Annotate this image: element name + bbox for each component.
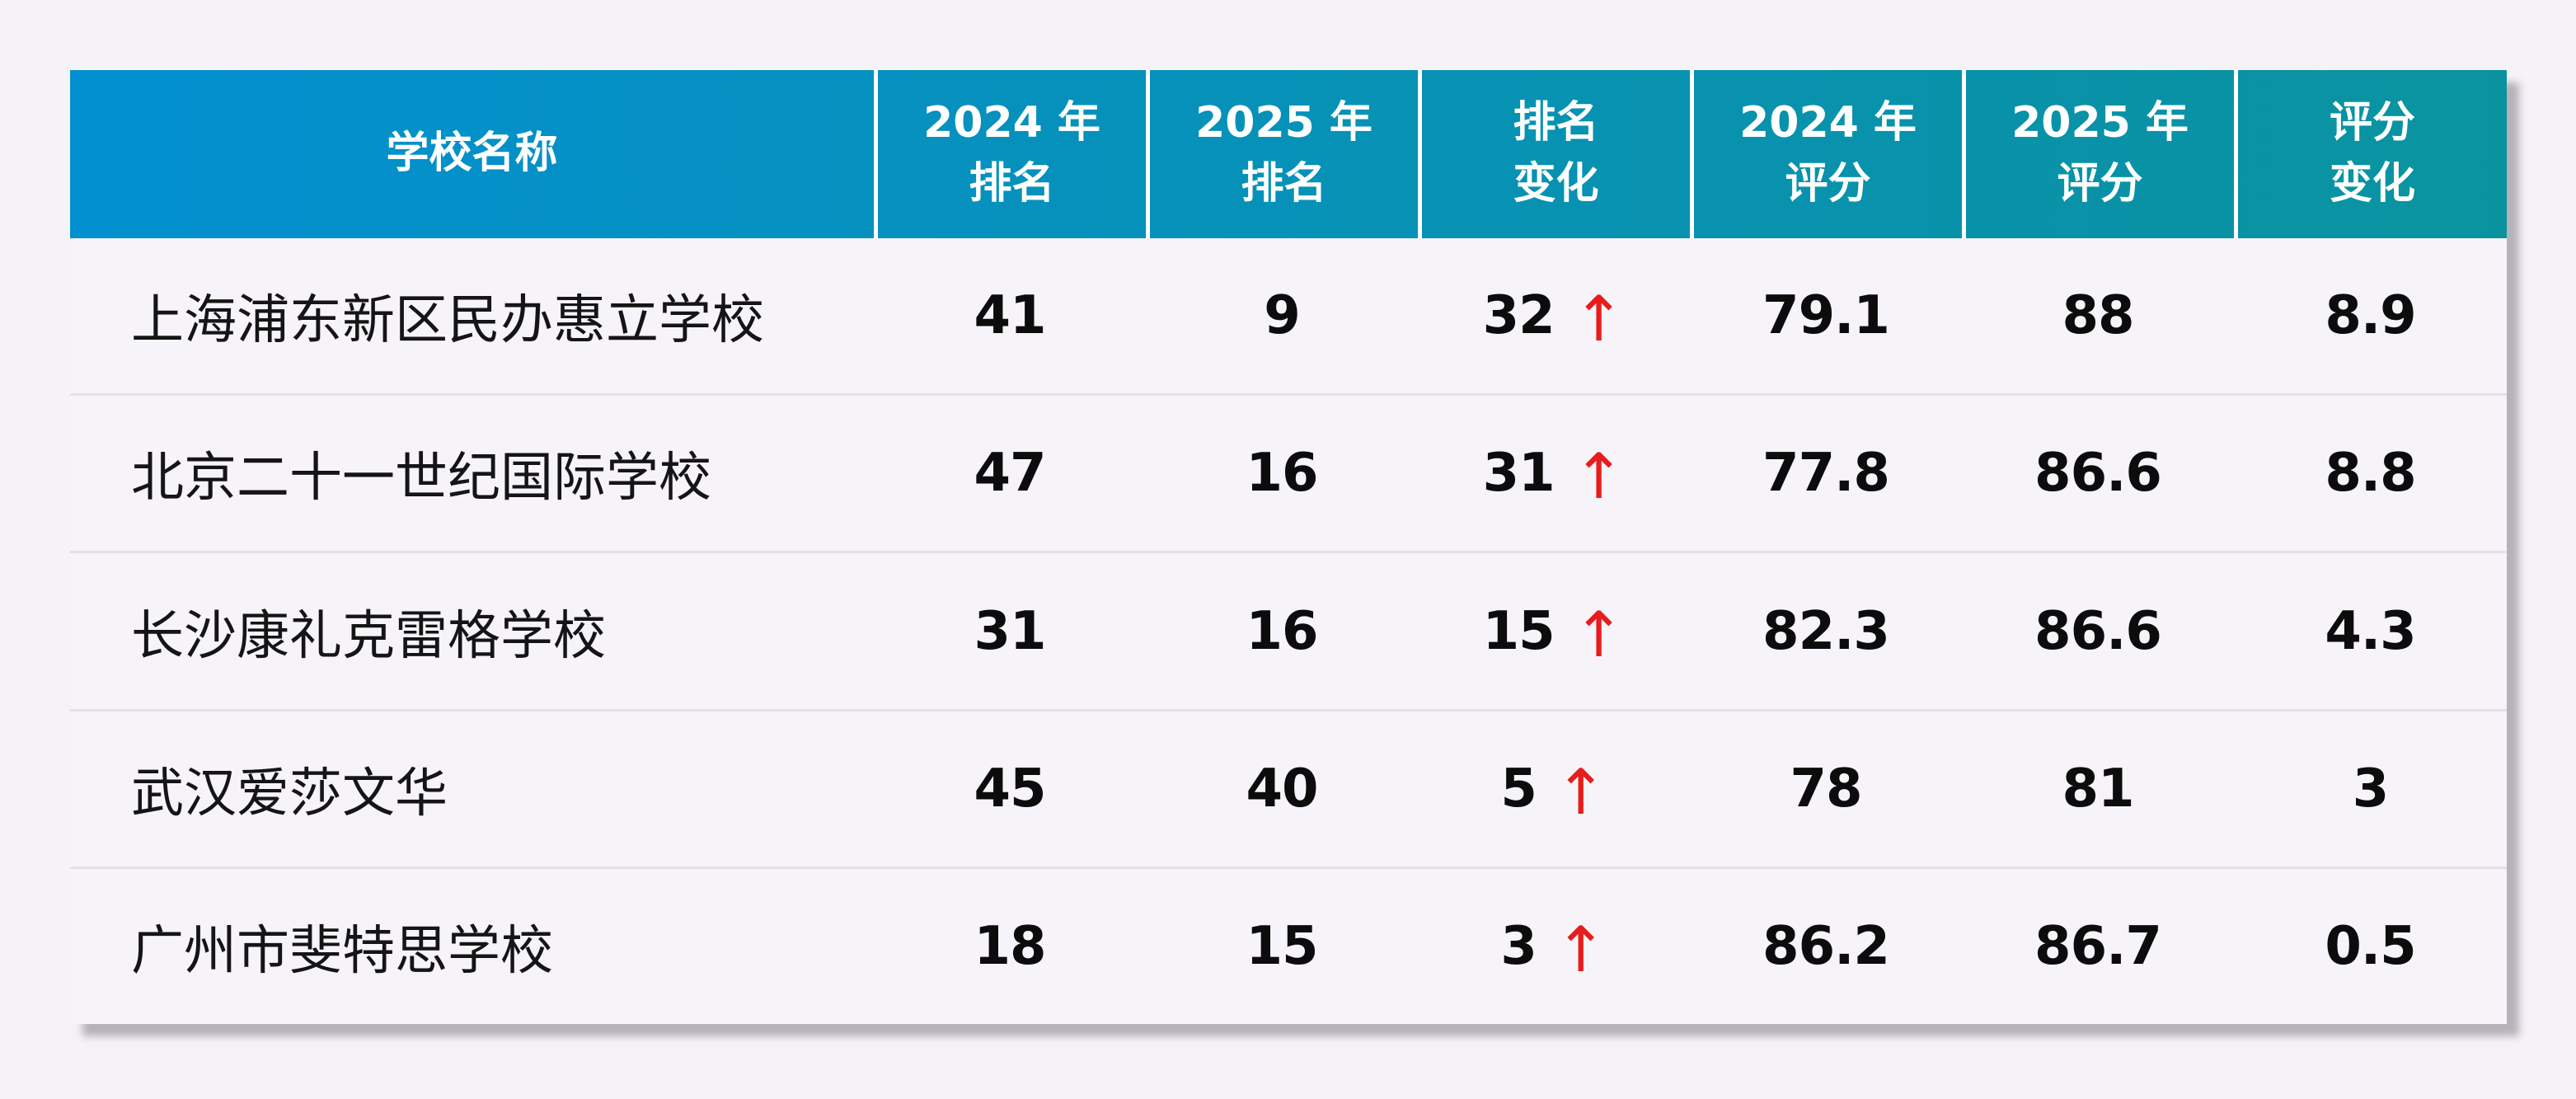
score-change-cell: 0.5 [2325,915,2416,977]
score-change-cell: 3 [2352,758,2390,820]
column-header-score-2024: 2024 年 评分 [1690,70,1962,238]
rank-2025-cell: 16 [1246,443,1318,505]
table-row: 北京二十一世纪国际学校 47 16 31 ↑ 77.8 86.6 8.8 [70,393,2507,551]
up-arrow-icon: ↑ [1554,754,1607,829]
rank-change-value: 32 [1482,285,1555,347]
table-body: 上海浦东新区民办惠立学校 41 9 32 ↑ 79.1 88 8.9 北京二十一… [70,238,2507,1024]
score-2025-cell: 86.6 [2034,443,2162,505]
rank-2024-cell: 18 [974,915,1046,977]
rank-2024-cell: 47 [974,443,1046,505]
table-row: 武汉爱莎文华 45 40 5 ↑ 78 81 3 [70,708,2507,867]
school-ranking-table: 学校名称 2024 年 排名 2025 年 排名 排名 变化 2024 年 评分… [70,70,2507,1024]
score-change-cell: 4.3 [2325,600,2416,662]
column-header-score-2025: 2025 年 评分 [1962,70,2234,238]
column-header-rank-change: 排名 变化 [1418,70,1690,238]
rank-change-cell: 31 ↑ [1418,439,1690,514]
rank-2024-cell: 31 [974,600,1046,662]
rank-change-cell: 3 ↑ [1418,912,1690,986]
rank-2024-cell: 45 [974,758,1046,820]
table-header-row: 学校名称 2024 年 排名 2025 年 排名 排名 变化 2024 年 评分… [70,70,2507,238]
rank-change-cell: 5 ↑ [1418,758,1690,824]
rank-change-value: 5 [1500,758,1537,820]
rank-change-value: 3 [1500,915,1537,977]
school-name-cell: 广州市斐特思学校 [131,920,553,982]
score-2024-cell: 82.3 [1762,600,1890,662]
table-row: 长沙康礼克雷格学校 31 16 15 ↑ 82.3 86.6 4.3 [70,551,2507,708]
rank-2025-cell: 9 [1264,285,1301,347]
score-change-cell: 8.8 [2325,443,2416,505]
school-name-cell: 北京二十一世纪国际学校 [131,448,711,510]
rank-2025-cell: 16 [1246,600,1318,662]
column-header-score-change: 评分 变化 [2234,70,2507,238]
up-arrow-icon: ↑ [1572,439,1626,514]
score-2025-cell: 88 [2062,285,2134,347]
rank-change-value: 15 [1482,600,1555,662]
column-header-rank-2025: 2025 年 排名 [1146,70,1418,238]
column-header-rank-2024: 2024 年 排名 [874,70,1146,238]
score-2025-cell: 86.6 [2034,600,2162,662]
rank-change-cell: 15 ↑ [1418,597,1690,671]
score-2024-cell: 77.8 [1762,443,1890,505]
score-2025-cell: 81 [2062,758,2134,820]
school-name-cell: 长沙康礼克雷格学校 [131,605,606,667]
up-arrow-icon: ↑ [1572,597,1626,671]
score-2025-cell: 86.7 [2034,915,2162,977]
up-arrow-icon: ↑ [1554,912,1607,986]
rank-2024-cell: 41 [974,285,1046,347]
score-2024-cell: 78 [1790,758,1862,820]
table-row: 上海浦东新区民办惠立学校 41 9 32 ↑ 79.1 88 8.9 [70,238,2507,393]
rank-change-value: 31 [1482,443,1555,505]
rank-2025-cell: 15 [1246,915,1318,977]
rank-2025-cell: 40 [1246,758,1318,820]
rank-change-cell: 32 ↑ [1418,282,1690,356]
school-name-cell: 武汉爱莎文华 [131,763,448,824]
column-header-school-name: 学校名称 [386,129,558,179]
score-2024-cell: 79.1 [1762,285,1890,347]
score-2024-cell: 86.2 [1762,915,1890,977]
score-change-cell: 8.9 [2325,285,2416,347]
table-row: 广州市斐特思学校 18 15 3 ↑ 86.2 86.7 0.5 [70,866,2507,1024]
up-arrow-icon: ↑ [1572,282,1626,356]
school-name-cell: 上海浦东新区民办惠立学校 [131,290,764,352]
